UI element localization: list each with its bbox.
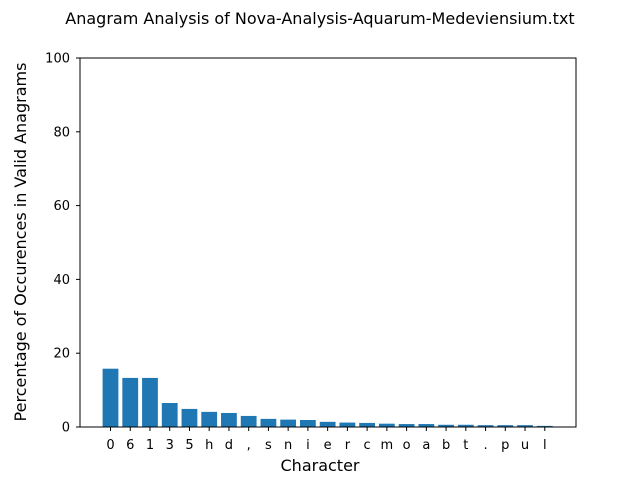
bar-15	[398, 424, 415, 427]
bar-4	[181, 408, 198, 427]
y-tick-label-0: 0	[62, 421, 70, 436]
bar-2	[142, 377, 158, 427]
x-tick-label-12: r	[345, 438, 351, 453]
x-tick-label-1: 6	[126, 438, 134, 453]
y-axis-label: Percentage of Occurences in Valid Anagra…	[11, 63, 30, 422]
x-tick-label-2: 1	[146, 438, 154, 453]
y-axis: 0 20 40 60 80 100	[45, 52, 80, 436]
x-tick-label-3: 3	[166, 438, 174, 453]
x-tick-label-13: c	[364, 438, 371, 453]
bar-0	[102, 368, 119, 427]
bar-19	[477, 425, 494, 427]
x-tick-label-18: t	[463, 438, 468, 453]
bar-17	[438, 424, 454, 427]
y-tick-label-2: 40	[53, 273, 70, 288]
y-tick-label-4: 80	[53, 125, 70, 140]
x-tick-label-20: p	[501, 438, 509, 453]
y-tick-label-3: 60	[53, 199, 70, 214]
x-tick-label-6: d	[225, 438, 233, 453]
x-tick-label-15: o	[403, 438, 411, 453]
bar-12	[339, 422, 356, 427]
x-axis-label: Character	[281, 456, 360, 475]
x-tick-label-19: .	[483, 438, 487, 453]
bar-9	[280, 419, 297, 427]
bar-21	[517, 425, 533, 427]
x-tick-label-5: h	[205, 438, 213, 453]
y-tick-label-1: 20	[53, 347, 70, 362]
x-tick-label-10: i	[306, 438, 310, 453]
bar-3	[161, 403, 178, 427]
bar-1	[122, 377, 139, 427]
bar-11	[319, 421, 336, 427]
x-tick-label-11: e	[324, 438, 332, 453]
x-tick-label-16: a	[422, 438, 430, 453]
bar-6	[221, 412, 237, 427]
x-tick-label-8: s	[265, 438, 272, 453]
x-tick-label-17: b	[442, 438, 450, 453]
x-tick-label-0: 0	[106, 438, 114, 453]
bar-14	[378, 423, 395, 427]
x-tick-label-7: ,	[247, 438, 251, 453]
bar-5	[201, 411, 218, 427]
y-tick-label-5: 100	[45, 52, 70, 67]
bar-10	[300, 419, 316, 427]
x-tick-label-22: l	[543, 438, 547, 453]
x-tick-label-21: u	[521, 438, 529, 453]
bar-22	[536, 425, 553, 427]
bar-13	[359, 422, 376, 427]
chart-title: Anagram Analysis of Nova-Analysis-Aquaru…	[65, 9, 574, 28]
plot-area	[102, 368, 553, 427]
x-tick-label-9: n	[284, 438, 292, 453]
bar-7	[240, 415, 257, 427]
x-tick-label-14: m	[381, 438, 394, 453]
plot-frame	[79, 57, 577, 428]
x-tick-label-4: 5	[185, 438, 193, 453]
bar-8	[260, 418, 277, 427]
bar-18	[457, 424, 474, 427]
bar-16	[418, 424, 435, 427]
bar-20	[497, 425, 514, 427]
